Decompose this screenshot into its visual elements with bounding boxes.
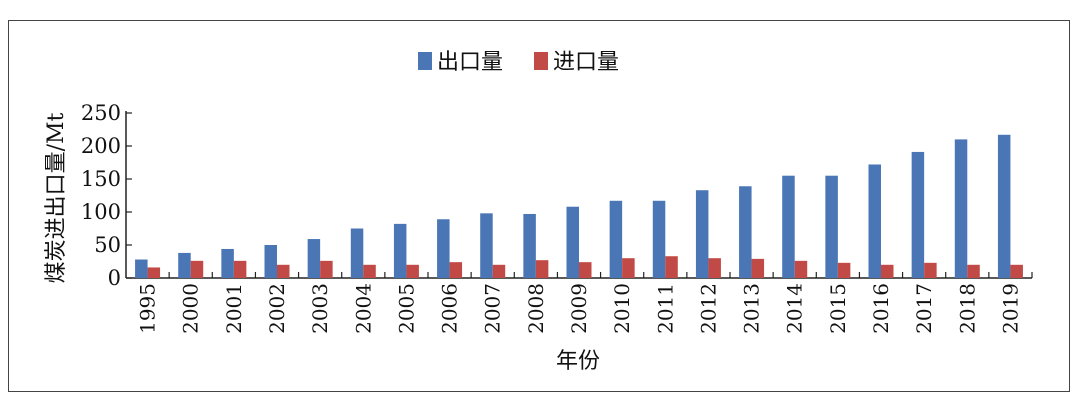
bar-import: [751, 258, 765, 278]
bar-import: [1010, 264, 1023, 278]
bar-export: [523, 213, 536, 278]
y-tick-label: 0: [108, 266, 121, 290]
bar-import: [579, 262, 592, 278]
bar-export: [135, 259, 148, 278]
y-axis-label: 煤炭进出口量/Mt: [44, 112, 69, 283]
bar-import: [665, 256, 678, 278]
x-tick-label: 2001: [222, 283, 246, 334]
x-tick-label: 2000: [179, 283, 203, 334]
bar-export: [480, 213, 493, 278]
axes: 0 50 100 150 200 250 1995 2000 2001 2002 2003 2004 2…: [81, 101, 1033, 334]
bar-import: [363, 264, 376, 278]
x-tick-label: 2014: [783, 283, 807, 334]
x-tick-label: 2015: [826, 283, 850, 334]
bar-import: [622, 258, 635, 278]
bar-export: [997, 134, 1011, 278]
bar-export: [178, 252, 191, 278]
bar-import: [190, 260, 204, 278]
bar-export: [954, 139, 968, 278]
legend-swatch-import: [534, 52, 548, 70]
x-tick-label: 1995: [136, 283, 160, 334]
bars: [135, 134, 1023, 278]
x-tick-label: 2011: [653, 283, 677, 334]
bar-import: [837, 262, 851, 278]
x-tick-label: 2008: [524, 283, 548, 334]
y-tick-label: 250: [81, 101, 121, 125]
bar-export: [350, 228, 364, 278]
bar-export: [307, 239, 321, 278]
x-tick-label: 2004: [351, 283, 375, 334]
bar-export: [652, 200, 666, 278]
bar-import: [147, 267, 161, 278]
bar-import: [967, 264, 980, 278]
bar-import: [492, 264, 506, 278]
x-tick-label: 2007: [481, 283, 505, 334]
bar-export: [782, 175, 795, 278]
bar-import: [535, 260, 549, 278]
x-tick-label: 2018: [955, 283, 979, 334]
x-tick-label: 2003: [308, 283, 332, 334]
legend-swatch-export: [418, 52, 432, 70]
bar-import: [881, 264, 894, 278]
y-tick-label: 50: [94, 233, 121, 257]
bar-export: [695, 190, 709, 278]
chart-frame: [8, 20, 1070, 392]
x-tick-label: 2019: [998, 283, 1022, 334]
x-tick-label: 2005: [394, 283, 418, 334]
bar-import: [708, 258, 721, 278]
y-tick-label: 100: [81, 200, 121, 224]
x-tick-label: 2017: [912, 283, 936, 334]
bar-export: [264, 245, 277, 278]
legend-label-import: 进口量: [553, 50, 619, 75]
bar-export: [221, 248, 234, 278]
bar-export: [566, 206, 579, 278]
bar-export: [739, 186, 752, 278]
x-tick-label: 2016: [869, 283, 893, 334]
y-tick-label: 200: [81, 134, 121, 158]
x-tick-label: 2013: [740, 283, 764, 334]
bar-export: [609, 200, 623, 278]
x-tick-label: 2010: [610, 283, 634, 334]
bar-import: [406, 264, 419, 278]
bar-export: [437, 219, 450, 278]
x-axis-label: 年份: [556, 349, 600, 374]
bar-export: [868, 164, 881, 278]
bar-export: [825, 175, 838, 278]
x-tick-label: 2006: [438, 283, 462, 334]
bar-export: [393, 223, 407, 278]
bar-import: [794, 260, 808, 278]
x-tick-label: 2009: [567, 283, 591, 334]
bar-export: [911, 151, 925, 278]
bar-import: [277, 264, 290, 278]
y-tick-label: 150: [81, 167, 121, 191]
bar-import: [233, 260, 247, 278]
legend: 出口量 进口量: [418, 50, 619, 75]
x-tick-label: 2012: [696, 283, 720, 334]
x-tick-label: 2002: [265, 283, 289, 334]
bar-import: [924, 262, 937, 278]
bar-import: [449, 262, 463, 278]
legend-label-export: 出口量: [437, 50, 503, 75]
bar-import: [320, 260, 333, 278]
